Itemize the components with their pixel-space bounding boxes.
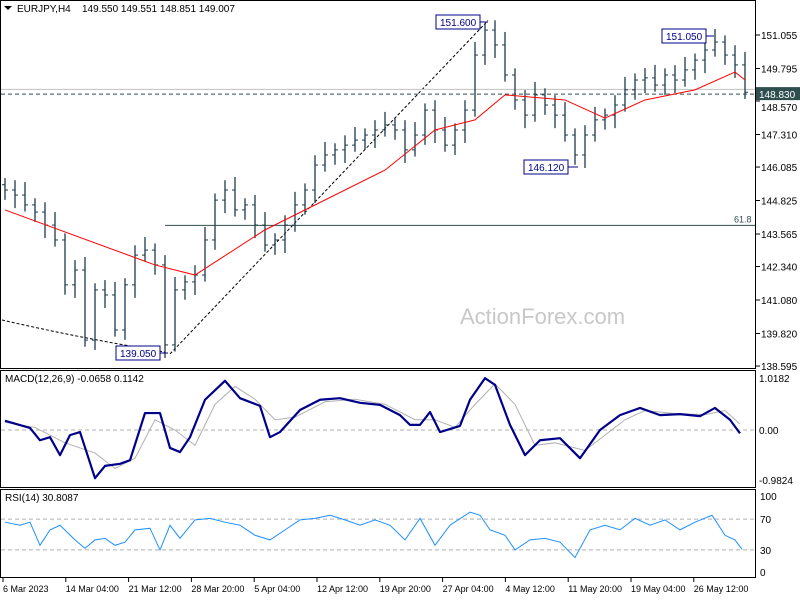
major-low-label: 139.050 <box>120 349 157 360</box>
rsi-axis-label: 30 <box>760 546 772 557</box>
macd-panel <box>0 370 756 488</box>
time-axis-label: 5 Apr 04:00 <box>254 584 300 594</box>
price-axis-label: 143.565 <box>761 230 798 241</box>
price-panel <box>0 0 756 369</box>
rsi-panel <box>0 489 756 578</box>
time-axis-label: 19 May 04:00 <box>631 584 686 594</box>
price-axis-label: 147.310 <box>761 130 798 141</box>
price-axis-label: 151.055 <box>761 31 798 42</box>
current-price-label: 148.830 <box>759 90 796 101</box>
time-axis-label: 4 May 12:00 <box>505 584 555 594</box>
macd-signal-line <box>4 383 741 470</box>
rsi-axis-label: 0 <box>760 568 766 579</box>
macd-line <box>4 377 741 480</box>
price-axis-label: 141.080 <box>761 296 798 307</box>
time-axis-label: 28 Mar 20:00 <box>191 584 244 594</box>
macd-title: MACD(12,26,9) -0.0658 0.1142 <box>5 374 144 385</box>
time-axis-label: 11 May 20:00 <box>568 584 622 594</box>
rsi-line <box>4 511 743 559</box>
price-axis-label: 139.820 <box>761 329 798 340</box>
time-axis-label: 12 Apr 12:00 <box>317 584 368 594</box>
price-axis-label: 144.825 <box>761 197 798 208</box>
price-axis-label: 148.570 <box>761 103 798 114</box>
watermark: ActionForex.com <box>460 304 625 329</box>
fib-61-8-label: 61.8 <box>734 214 752 224</box>
time-axis-label: 26 May 12:00 <box>694 584 749 594</box>
current-price-marker <box>756 87 800 101</box>
macd-axis-label: 1.0182 <box>759 374 790 385</box>
macd-axis-label: -0.9824 <box>759 476 793 487</box>
time-axis-label: 14 Mar 04:00 <box>66 584 119 594</box>
rsi-title: RSI(14) 30.8087 <box>5 493 79 504</box>
collapse-triangle-icon[interactable] <box>4 6 12 10</box>
recent-high-label: 151.050 <box>666 32 703 43</box>
time-axis-label: 19 Apr 20:00 <box>380 584 431 594</box>
symbol-label: EURJPY,H4 <box>17 4 71 15</box>
time-axis-label: 21 Mar 12:00 <box>129 584 182 594</box>
rsi-axis-label: 70 <box>760 515 772 526</box>
time-axis-label: 27 Apr 04:00 <box>443 584 494 594</box>
price-axis-label: 149.795 <box>761 64 798 75</box>
swing-low-label: 146.120 <box>528 163 565 174</box>
price-axis-label: 138.595 <box>761 362 798 373</box>
high-label: 151.600 <box>440 18 477 29</box>
macd-axis-label: 0.00 <box>759 426 779 437</box>
rsi-axis-label: 100 <box>760 492 777 503</box>
time-axis-label: 6 Mar 2023 <box>3 584 49 594</box>
ohlc-readout: 149.550 149.551 148.851 149.007 <box>82 4 235 15</box>
price-axis-label: 142.340 <box>761 263 798 274</box>
price-axis-label: 146.085 <box>761 163 798 174</box>
moving-average-line <box>4 71 746 276</box>
fibonacci-diagonal-line <box>169 20 489 355</box>
